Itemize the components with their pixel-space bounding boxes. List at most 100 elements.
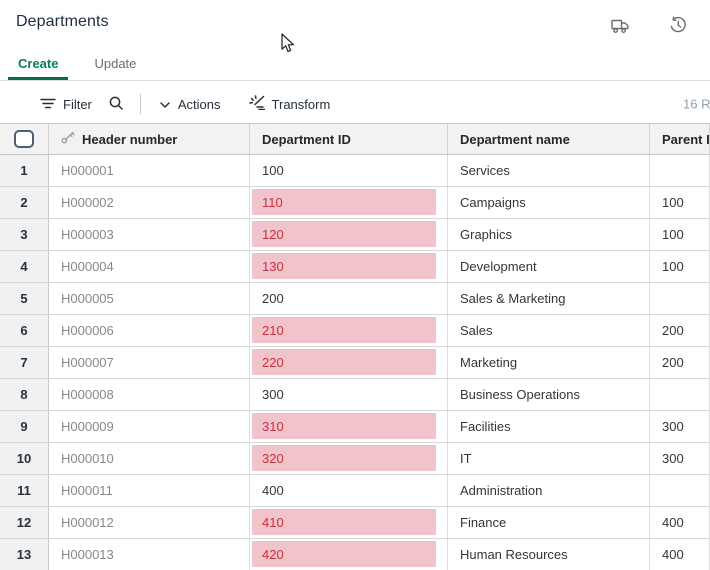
row-number-cell[interactable]: 9 [0,411,49,442]
cell-header-number[interactable]: H000006 [49,315,250,346]
column-header-parent-id[interactable]: Parent ID [650,124,710,154]
cell-parent-id[interactable]: 400 [650,507,710,538]
row-number-cell[interactable]: 8 [0,379,49,410]
cell-header-number[interactable]: H000001 [49,155,250,186]
cell-parent-id[interactable]: 100 [650,219,710,250]
cell-department-id[interactable]: 120 [250,219,448,250]
cell-parent-id[interactable]: 200 [650,315,710,346]
department-id-value: 220 [252,349,436,375]
data-grid: Header number Department ID Department n… [0,123,710,570]
cell-parent-id[interactable]: 400 [650,539,710,570]
cell-department-name[interactable]: Administration [448,475,650,506]
department-id-value: 210 [252,317,436,343]
cell-department-name[interactable]: Sales [448,315,650,346]
department-id-value: 200 [262,291,284,306]
cell-department-name[interactable]: Marketing [448,347,650,378]
row-number-cell[interactable]: 10 [0,443,49,474]
row-number-cell[interactable]: 4 [0,251,49,282]
department-id-value: 310 [252,413,436,439]
cell-department-id[interactable]: 420 [250,539,448,570]
transform-label: Transform [271,96,331,112]
table-row: 8 H000008 300 Business Operations [0,379,710,411]
column-header-department-name[interactable]: Department name [448,124,650,154]
cell-department-name[interactable]: Facilities [448,411,650,442]
department-id-value: 400 [262,483,284,498]
search-icon [108,95,124,114]
cell-department-id[interactable]: 220 [250,347,448,378]
cell-department-name[interactable]: Business Operations [448,379,650,410]
column-header-department-id[interactable]: Department ID [250,124,448,154]
table-body: 1 H000001 100 Services 2 H000002 110 Cam… [0,155,710,570]
actions-button[interactable]: Actions [157,93,223,116]
title-bar: Departments [0,0,710,35]
page-title: Departments [16,13,109,30]
row-number-cell[interactable]: 12 [0,507,49,538]
cell-header-number[interactable]: H000012 [49,507,250,538]
department-id-value: 420 [252,541,436,567]
tab-update[interactable]: Update [84,49,146,80]
row-number-cell[interactable]: 5 [0,283,49,314]
table-row: 2 H000002 110 Campaigns 100 [0,187,710,219]
cell-parent-id[interactable]: 200 [650,347,710,378]
cell-department-id[interactable]: 130 [250,251,448,282]
cell-department-id[interactable]: 410 [250,507,448,538]
history-icon[interactable] [668,15,688,35]
cell-department-name[interactable]: Services [448,155,650,186]
cell-parent-id[interactable] [650,379,710,410]
column-header-header-number[interactable]: Header number [49,124,250,154]
cell-department-name[interactable]: Sales & Marketing [448,283,650,314]
cell-header-number[interactable]: H000008 [49,379,250,410]
select-all-checkbox[interactable] [14,130,34,148]
cell-department-id[interactable]: 110 [250,187,448,218]
table-row: 1 H000001 100 Services [0,155,710,187]
cell-header-number[interactable]: H000005 [49,283,250,314]
cell-parent-id[interactable]: 100 [650,251,710,282]
cell-parent-id[interactable]: 300 [650,443,710,474]
row-number-cell[interactable]: 2 [0,187,49,218]
cell-parent-id[interactable]: 300 [650,411,710,442]
search-button[interactable] [106,91,126,118]
cell-header-number[interactable]: H000009 [49,411,250,442]
migration-truck-icon[interactable] [610,15,630,35]
department-id-value: 130 [252,253,436,279]
table-row: 10 H000010 320 IT 300 [0,443,710,475]
row-number-cell[interactable]: 7 [0,347,49,378]
row-number-cell[interactable]: 13 [0,539,49,570]
filter-button[interactable]: Filter [38,92,94,117]
cell-header-number[interactable]: H000013 [49,539,250,570]
tab-create[interactable]: Create [8,49,69,80]
row-number-cell[interactable]: 11 [0,475,49,506]
cell-header-number[interactable]: H000011 [49,475,250,506]
cell-department-name[interactable]: Development [448,251,650,282]
table-header-row: Header number Department ID Department n… [0,123,710,155]
cell-department-name[interactable]: Campaigns [448,187,650,218]
cell-header-number[interactable]: H000007 [49,347,250,378]
cell-parent-id[interactable] [650,155,710,186]
cell-department-name[interactable]: Finance [448,507,650,538]
department-id-value: 110 [252,189,436,215]
cell-department-id[interactable]: 320 [250,443,448,474]
row-number-cell[interactable]: 1 [0,155,49,186]
cell-department-name[interactable]: Graphics [448,219,650,250]
cell-header-number[interactable]: H000003 [49,219,250,250]
table-row: 9 H000009 310 Facilities 300 [0,411,710,443]
cell-header-number[interactable]: H000002 [49,187,250,218]
cell-header-number[interactable]: H000004 [49,251,250,282]
row-number-cell[interactable]: 3 [0,219,49,250]
cell-department-id[interactable]: 200 [250,283,448,314]
transform-button[interactable]: Transform [247,91,333,117]
title-actions [610,13,688,35]
cell-department-name[interactable]: IT [448,443,650,474]
cell-department-id[interactable]: 300 [250,379,448,410]
cell-parent-id[interactable] [650,475,710,506]
cell-department-id[interactable]: 400 [250,475,448,506]
cell-department-id[interactable]: 310 [250,411,448,442]
table-row: 7 H000007 220 Marketing 200 [0,347,710,379]
cell-department-id[interactable]: 210 [250,315,448,346]
cell-header-number[interactable]: H000010 [49,443,250,474]
cell-parent-id[interactable]: 100 [650,187,710,218]
cell-department-name[interactable]: Human Resources [448,539,650,570]
cell-parent-id[interactable] [650,283,710,314]
cell-department-id[interactable]: 100 [250,155,448,186]
row-number-cell[interactable]: 6 [0,315,49,346]
